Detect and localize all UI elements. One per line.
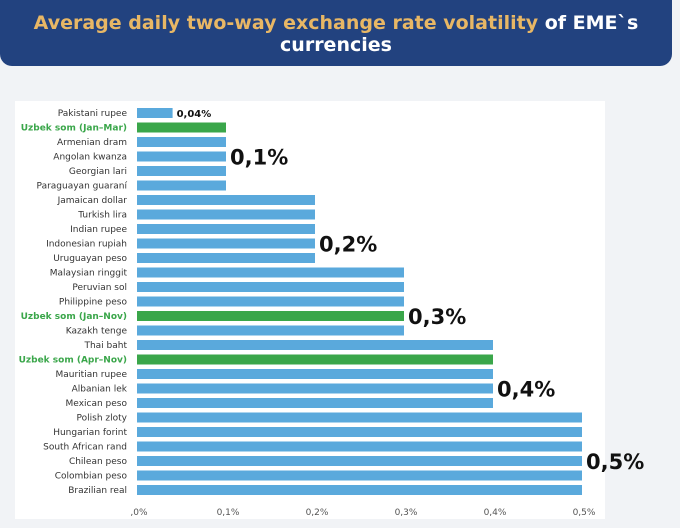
category-label: Peruvian sol [72,283,127,293]
bar [137,253,315,263]
category-label: Uzbek som (Jan–Nov) [21,312,127,322]
category-label: Mexican peso [66,399,128,409]
value-annotation: 0,2% [319,233,377,257]
bar [137,122,226,133]
bar [137,427,582,437]
category-label: Angolan kwanza [53,153,127,163]
bar [137,470,582,481]
category-label: Paraguayan guaraní [37,182,128,192]
category-label: Malaysian ringgit [50,269,128,279]
category-label: Thai baht [83,341,127,351]
bar [137,108,173,118]
bar [137,340,493,350]
category-label: Armenian dram [57,138,127,148]
x-tick-label: 0,3% [395,508,418,518]
chart-title-banner: Average daily two-way exchange rate vola… [0,0,672,66]
bar [137,209,315,220]
bar [137,311,404,321]
value-annotation: 0,4% [497,378,555,402]
x-tick-label: ,0% [130,508,148,518]
bar [137,180,226,191]
bar [137,456,582,466]
bar [137,369,493,379]
category-label: Philippine peso [59,298,128,308]
category-label: South African rand [43,443,127,453]
x-tick-label: 0,2% [306,508,329,518]
category-label: Mauritian rupee [56,370,128,380]
category-label: Brazilian real [68,486,127,496]
bar [137,325,404,336]
category-label: Colombian peso [55,472,128,482]
bar [137,354,493,365]
category-label: Uruguayan peso [53,254,127,264]
bar [137,238,315,249]
bar [137,151,226,162]
category-label: Uzbek som (Apr–Nov) [19,356,127,366]
title-highlight: Average daily two-way exchange rate vola… [33,12,539,34]
bar [137,398,493,408]
category-label: Kazakh tenge [66,327,128,337]
value-annotation: 0,3% [408,305,466,329]
bar [137,195,315,205]
category-label: Georgian lari [69,167,127,177]
bar [137,441,582,452]
category-label: Jamaican dollar [57,196,128,206]
bar [137,267,404,278]
bar [137,137,226,147]
bar [137,296,404,307]
bar [137,224,315,234]
category-label: Albanian lek [72,385,128,395]
category-label: Hungarian forint [53,428,127,438]
x-tick-label: 0,4% [484,508,507,518]
bar [137,282,404,292]
bar [137,383,493,394]
bar [137,412,582,423]
category-label: Indonesian rupiah [46,240,127,250]
category-label: Indian rupee [70,225,127,235]
value-annotation: 0,04% [177,109,212,120]
category-label: Chilean peso [69,457,128,467]
category-label: Pakistani rupee [58,109,128,119]
bar [137,485,582,495]
x-tick-label: 0,1% [217,508,240,518]
x-tick-label: 0,5% [573,508,596,518]
value-annotation: 0,1% [230,146,288,170]
bar [137,166,226,176]
category-label: Polish zloty [77,414,128,424]
category-label: Uzbek som (Jan–Mar) [21,124,127,134]
category-label: Turkish lira [77,211,127,221]
value-annotation: 0,5% [586,450,644,474]
title-rest: of EME`s currencies [280,12,639,56]
